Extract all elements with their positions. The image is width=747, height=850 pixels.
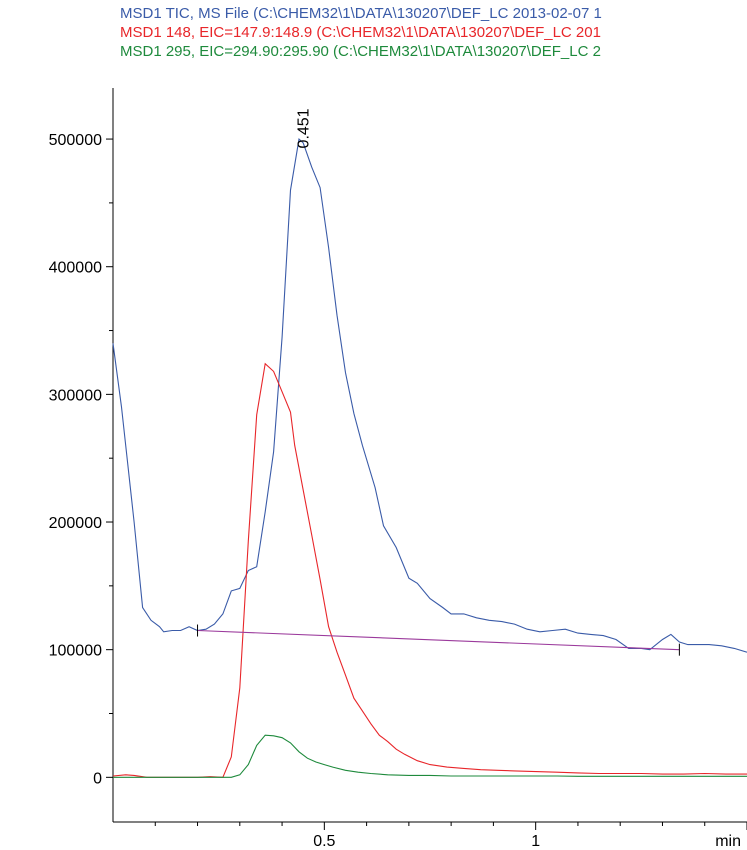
- series-line-eic-148: [112, 362, 747, 778]
- y-axis-ticks: 0 100000 200000 300000 400000 500000: [49, 132, 113, 787]
- y-tick-label: 0: [93, 770, 102, 787]
- y-tick-label: 100000: [49, 643, 102, 660]
- x-axis-ticks: 0.5 1 min: [154, 822, 747, 850]
- legend-entry-eic-148: MSD1 148, EIC=147.9:148.9 (C:\CHEM32\1\D…: [120, 24, 601, 41]
- x-unit-label: min: [715, 833, 741, 850]
- series-line-tic: [112, 138, 747, 653]
- peak-annotation: 0.451: [296, 108, 313, 148]
- x-tick-label: 1: [531, 833, 540, 850]
- series-line-eic-295: [113, 734, 747, 778]
- integration-baseline: [197, 629, 680, 651]
- legend-entry-tic: MSD1 TIC, MS File (C:\CHEM32\1\DATA\1302…: [120, 5, 602, 22]
- y-tick-label: 500000: [49, 132, 102, 149]
- y-tick-label: 400000: [49, 260, 102, 277]
- chart-legend: MSD1 TIC, MS File (C:\CHEM32\1\DATA\1302…: [120, 4, 747, 61]
- series-layer: [112, 138, 747, 778]
- y-tick-label: 200000: [49, 515, 102, 532]
- x-tick-label: 0.5: [313, 833, 335, 850]
- legend-entry-eic-295: MSD1 295, EIC=294.90:295.90 (C:\CHEM32\1…: [120, 43, 601, 60]
- y-tick-label: 300000: [49, 387, 102, 404]
